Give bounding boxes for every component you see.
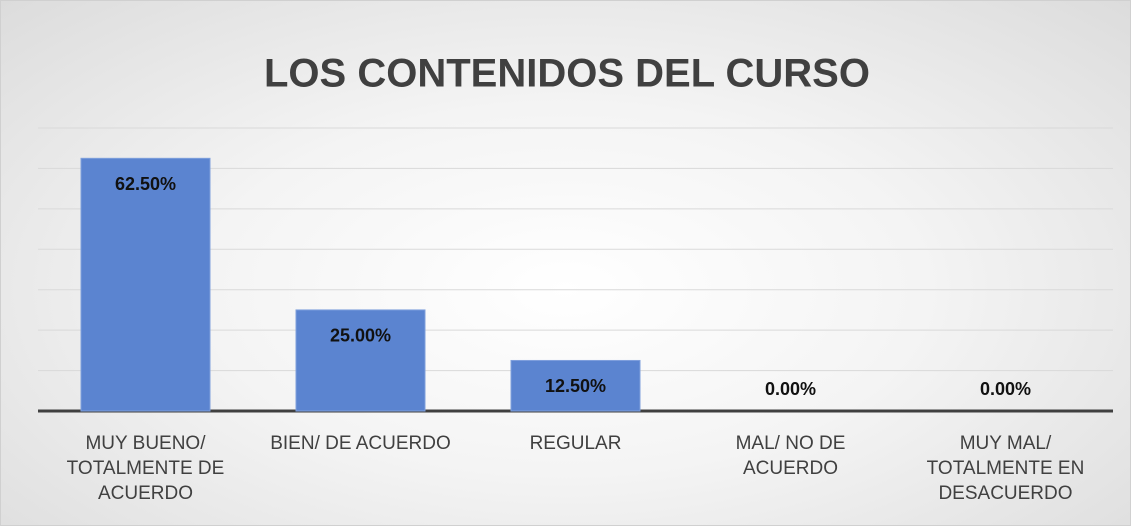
x-tick-label: REGULAR	[529, 433, 622, 454]
bar	[80, 157, 211, 412]
bar	[295, 309, 426, 412]
x-tick-label: MUY BUENO/ TOTALMENTE DE ACUERDO	[66, 433, 225, 504]
data-label: 62.50%	[115, 174, 176, 194]
bar	[510, 359, 641, 412]
x-tick-label: MUY MAL/ TOTALMENTE EN DESACUERDO	[926, 433, 1085, 504]
data-label: 12.50%	[545, 376, 606, 396]
data-label: 0.00%	[765, 379, 816, 399]
chart-title: LOS CONTENIDOS DEL CURSO	[264, 52, 870, 96]
data-label: 25.00%	[330, 326, 391, 346]
x-tick-label: MAL/ NO DE ACUERDO	[735, 433, 846, 479]
x-tick-label: BIEN/ DE ACUERDO	[270, 433, 451, 454]
data-label: 0.00%	[980, 379, 1031, 399]
